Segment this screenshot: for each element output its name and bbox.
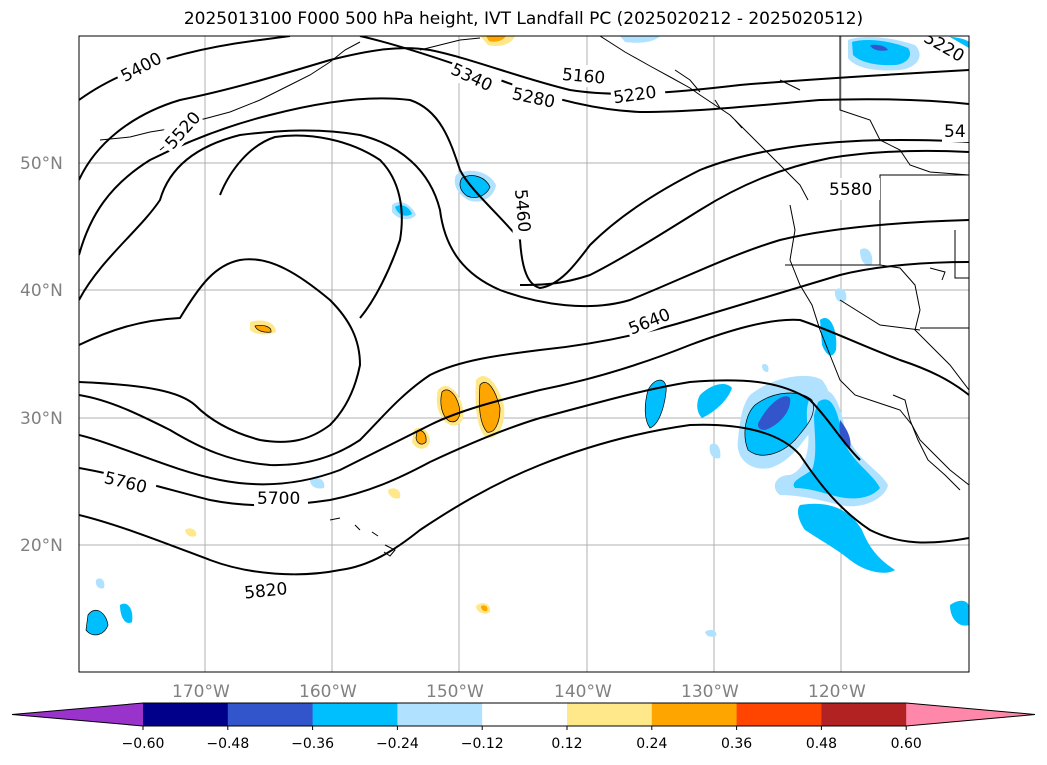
colorbar-tick-label: −0.36 — [291, 736, 334, 752]
colorbar-swatch — [567, 703, 653, 726]
lat-label-50n: 50°N — [20, 154, 63, 174]
colorbar-swatch — [143, 703, 229, 726]
colorbar-extend-max — [906, 703, 1035, 726]
contour-label-5460: 5460 — [510, 188, 534, 233]
colorbar-swatch — [312, 703, 398, 726]
colorbar-extend-min — [12, 703, 143, 726]
ivt-negative-regions — [86, 36, 969, 637]
map-background — [79, 36, 969, 672]
height-contours — [79, 36, 969, 576]
colorbar-tick-label: 0.12 — [551, 736, 582, 752]
colorbar-tick-label: −0.60 — [122, 736, 165, 752]
lon-label-120w: 120°W — [808, 682, 866, 702]
colorbar-tick-label: 0.48 — [806, 736, 837, 752]
lon-label-150w: 150°W — [426, 682, 484, 702]
colorbar-swatch — [397, 703, 483, 726]
colorbar-swatch — [821, 703, 907, 726]
latitude-labels: 50°N 40°N 30°N 20°N — [20, 154, 63, 556]
lon-label-130w: 130°W — [681, 682, 739, 702]
colorbar-swatch — [736, 703, 822, 726]
lon-label-170w: 170°W — [172, 682, 230, 702]
ivt-positive-regions — [185, 36, 515, 614]
contour-label-5580: 5580 — [829, 180, 872, 200]
contour-label-5700: 5700 — [257, 489, 300, 509]
contour-label-5160: 5160 — [561, 65, 606, 89]
colorbar-swatch — [651, 703, 738, 726]
ivt-contour-outlines — [85, 175, 814, 636]
contour-label-54-edge: 54 — [944, 122, 966, 142]
contour-label-5820: 5820 — [243, 579, 288, 603]
lat-label-20n: 20°N — [20, 536, 63, 556]
longitude-labels: 170°W 160°W 150°W 140°W 130°W 120°W — [172, 682, 866, 702]
colorbar-tick-label: −0.12 — [461, 736, 504, 752]
colorbar-tick-label: 0.24 — [636, 736, 667, 752]
map-title: 2025013100 F000 500 hPa height, IVT Land… — [183, 9, 864, 29]
colorbar-swatch — [482, 703, 568, 726]
colorbar: −0.60 −0.48 −0.36 −0.24 −0.12 0.12 0.24 0.36 0.4… — [11, 702, 1036, 752]
colorbar-tick-label: 0.36 — [721, 736, 752, 752]
lat-label-40n: 40°N — [20, 281, 63, 301]
colorbar-tick-label: −0.48 — [206, 736, 249, 752]
colorbar-tick-label: 0.60 — [891, 736, 922, 752]
lon-label-160w: 160°W — [299, 682, 357, 702]
lat-label-30n: 30°N — [20, 409, 63, 429]
lon-label-140w: 140°W — [554, 682, 612, 702]
map-frame — [78, 35, 970, 673]
colorbar-tick-label: −0.24 — [376, 736, 419, 752]
colorbar-swatch — [227, 703, 314, 726]
